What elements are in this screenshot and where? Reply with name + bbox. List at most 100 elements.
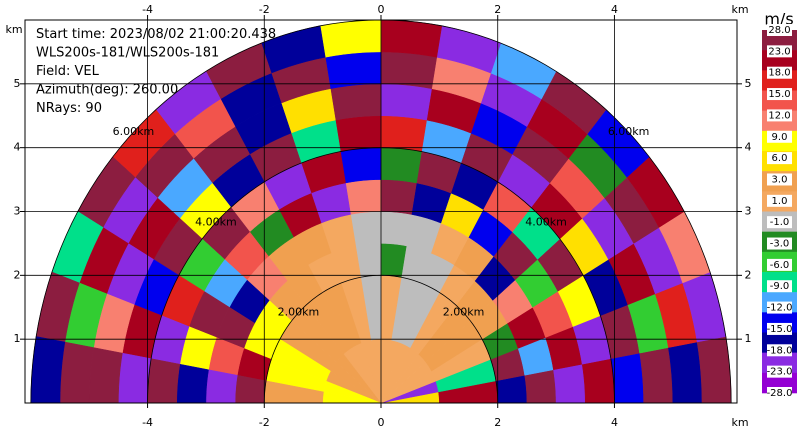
colorbar-tick-label: 3.0 — [772, 174, 788, 185]
y-tick-label: 2 — [14, 268, 21, 281]
x-unit: km — [731, 416, 748, 429]
colorbar-tick-label: -1.0 — [770, 217, 790, 228]
cell — [380, 211, 412, 247]
rings — [30, 20, 732, 403]
cell — [30, 336, 66, 403]
colorbar-tick-label: 6.0 — [772, 153, 788, 164]
y-tick-label: 1 — [14, 332, 21, 345]
colorbar-tick-label: -23.0 — [767, 367, 793, 378]
colorbar-label-bg — [767, 280, 792, 293]
x-unit: km — [731, 3, 748, 16]
cell — [524, 369, 557, 403]
colorbar-label-bg — [767, 109, 792, 122]
cell — [696, 336, 732, 403]
colorbar-label-bg — [767, 173, 792, 186]
colorbar-tick-label: -6.0 — [770, 260, 790, 271]
colorbar-tick-label: -12.0 — [767, 303, 793, 314]
colorbar-tick-label: -15.0 — [767, 324, 793, 335]
x-tick-label: 2 — [494, 3, 501, 16]
colorbar-label-bg — [767, 24, 792, 36]
colorbar-tick-label: 18.0 — [768, 68, 790, 79]
colorbar-title: m/s — [764, 10, 793, 29]
annotation: NRays: 90 — [36, 101, 102, 116]
cell — [118, 352, 152, 403]
cell — [668, 341, 703, 403]
x-tick-label: -2 — [259, 416, 270, 429]
x-tick-label: -2 — [259, 3, 270, 16]
colorbar-tick-label: 28.0 — [768, 25, 790, 36]
ring-label: 2.00km — [278, 306, 320, 319]
range-ring — [263, 274, 499, 403]
y-tick-label: 5 — [14, 77, 21, 90]
y-tick-label: 3 — [14, 205, 21, 218]
colorbar-tick-label: 23.0 — [768, 46, 790, 57]
ring-label: 4.00km — [195, 215, 237, 228]
colorbar-label-bg — [767, 365, 792, 378]
cell — [88, 347, 123, 403]
ring-label: 4.00km — [525, 215, 567, 228]
colorbar-label-bg — [767, 194, 792, 207]
colorbar-label-bg — [767, 322, 792, 335]
colorbar-label-bg — [767, 152, 792, 165]
colorbar-tick-label: 12.0 — [768, 110, 790, 121]
cell — [335, 115, 382, 152]
colorbar-label-bg — [767, 387, 792, 399]
x-tick-label: 2 — [494, 416, 501, 429]
colorbar-tick-label: -18.0 — [767, 345, 793, 356]
cell — [59, 341, 94, 403]
y-tick-label: 4 — [14, 141, 21, 154]
y-tick-label: 3 — [745, 205, 752, 218]
cell — [610, 352, 644, 403]
ring-label: 2.00km — [443, 306, 485, 319]
cell — [639, 347, 674, 403]
cell — [147, 358, 181, 403]
annotation: Azimuth(deg): 260.00 — [36, 83, 178, 98]
cell — [176, 363, 209, 403]
x-tick-label: 0 — [378, 3, 385, 16]
annotation: Start time: 2023/08/02 21:00:20.438 — [36, 27, 276, 42]
annotation: Field: VEL — [36, 64, 100, 79]
colorbar-tick-label: 9.0 — [772, 132, 788, 143]
colorbar-label-bg — [767, 45, 792, 58]
cell — [340, 147, 382, 184]
cell — [380, 147, 422, 184]
y-tick-label: 1 — [745, 332, 752, 345]
x-tick-label: -4 — [142, 3, 153, 16]
colorbar-label-bg — [767, 130, 792, 143]
cell — [345, 179, 382, 215]
cell — [380, 115, 427, 152]
y-tick-label: 4 — [745, 141, 752, 154]
colorbar-label-bg — [767, 88, 792, 101]
colorbar-label-bg — [767, 258, 792, 271]
colorbar-label-bg — [767, 301, 792, 314]
cell — [319, 20, 382, 58]
ring-label: 6.00km — [608, 125, 650, 138]
colorbar-tick-label: -3.0 — [770, 239, 790, 250]
colorbar-label-bg — [767, 344, 792, 357]
x-tick-label: 4 — [611, 3, 618, 16]
colorbar-tick-label: 1.0 — [772, 196, 788, 207]
y-tick-label: 2 — [745, 268, 752, 281]
cell — [380, 51, 438, 89]
colorbar-tick-label: -9.0 — [770, 281, 790, 292]
range-ring — [30, 20, 732, 403]
cell — [380, 20, 443, 58]
cell — [380, 179, 417, 215]
cell — [330, 83, 382, 121]
colorbar-label-bg — [767, 237, 792, 250]
x-tick-label: -4 — [142, 416, 153, 429]
cell — [350, 211, 382, 247]
cell — [324, 51, 382, 89]
annotation: WLS200s-181/WLS200s-181 — [36, 46, 219, 61]
ring-label: 6.00km — [113, 125, 155, 138]
cell — [553, 363, 586, 403]
colorbar-tick-label: 15.0 — [768, 89, 790, 100]
cell — [380, 83, 432, 121]
cell — [581, 358, 615, 403]
range-ring — [147, 147, 615, 403]
y-tick-label: 5 — [745, 77, 752, 90]
cell — [205, 369, 238, 403]
colorbar-label-bg — [767, 66, 792, 79]
colorbar-tick-label: -28.0 — [767, 388, 793, 399]
